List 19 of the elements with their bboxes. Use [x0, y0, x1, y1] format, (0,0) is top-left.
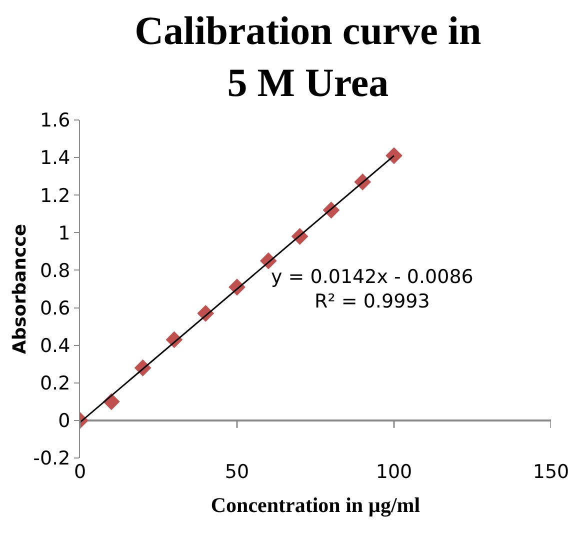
x-tick-label: 50 — [224, 461, 250, 483]
y-axis-title: Absorbancce — [9, 224, 30, 354]
point — [386, 147, 402, 164]
y-tick-label: 0.4 — [40, 334, 70, 357]
chart-title: Calibration curve in 5 M Urea — [134, 8, 482, 105]
y-tick-label: 1 — [58, 222, 70, 244]
x-tick-label: 150 — [532, 461, 570, 483]
y-tick-label: 0.8 — [40, 260, 70, 282]
y-tick-label: 1.4 — [40, 147, 70, 170]
x-tick-label: 100 — [376, 461, 412, 483]
annotation: y = 0.0142x - 0.0086 R² = 0.9993 — [271, 266, 474, 313]
y-tick-label: 0.2 — [40, 372, 70, 395]
y-tick-label: 0 — [58, 410, 70, 432]
x-tick-label: 0 — [74, 461, 86, 483]
y-tick-label: 1.2 — [40, 184, 70, 207]
y-tick-label: 1.6 — [40, 110, 70, 132]
y-tick-label: -0.2 — [33, 448, 70, 470]
x-axis-title: Concentration in µg/ml — [210, 493, 420, 518]
y-tick-label: 0.6 — [40, 297, 70, 320]
